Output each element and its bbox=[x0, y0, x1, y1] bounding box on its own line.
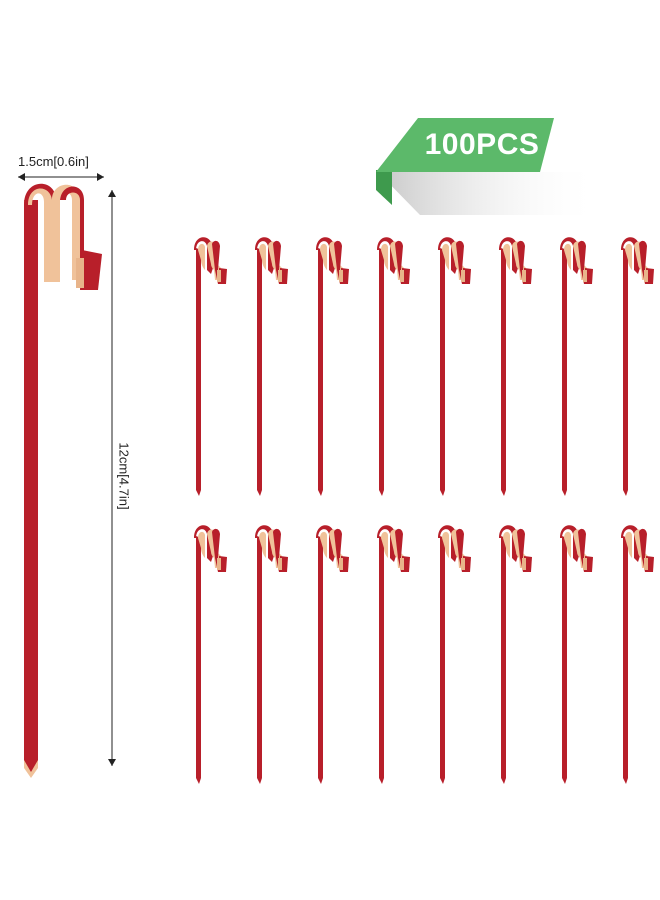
width-dimension-label: 1.5cm[0.6in] bbox=[18, 154, 89, 169]
width-dimension-arrow bbox=[18, 173, 104, 181]
quantity-badge-text: 100PCS bbox=[424, 128, 540, 161]
skewer-item bbox=[255, 525, 288, 784]
skewer-item bbox=[621, 237, 654, 496]
skewer-item bbox=[377, 525, 410, 784]
skewer-item bbox=[499, 525, 532, 784]
skewer-grid bbox=[194, 237, 654, 784]
skewer-item bbox=[194, 237, 227, 496]
skewer-item bbox=[438, 237, 471, 496]
height-dimension-label: 12cm[4.7in] bbox=[116, 442, 132, 510]
skewer-item bbox=[621, 525, 654, 784]
skewer-item bbox=[560, 525, 593, 784]
skewer-item bbox=[438, 525, 471, 784]
skewer-item bbox=[194, 525, 227, 784]
skewer-item bbox=[499, 237, 532, 496]
height-dimension-arrow bbox=[108, 190, 116, 766]
skewer-item bbox=[316, 525, 349, 784]
skewer-item bbox=[560, 237, 593, 496]
skewer-item bbox=[377, 237, 410, 496]
large-skewer-image bbox=[24, 183, 102, 778]
skewer-item bbox=[255, 237, 288, 496]
skewer-item bbox=[316, 237, 349, 496]
quantity-badge bbox=[376, 118, 600, 215]
